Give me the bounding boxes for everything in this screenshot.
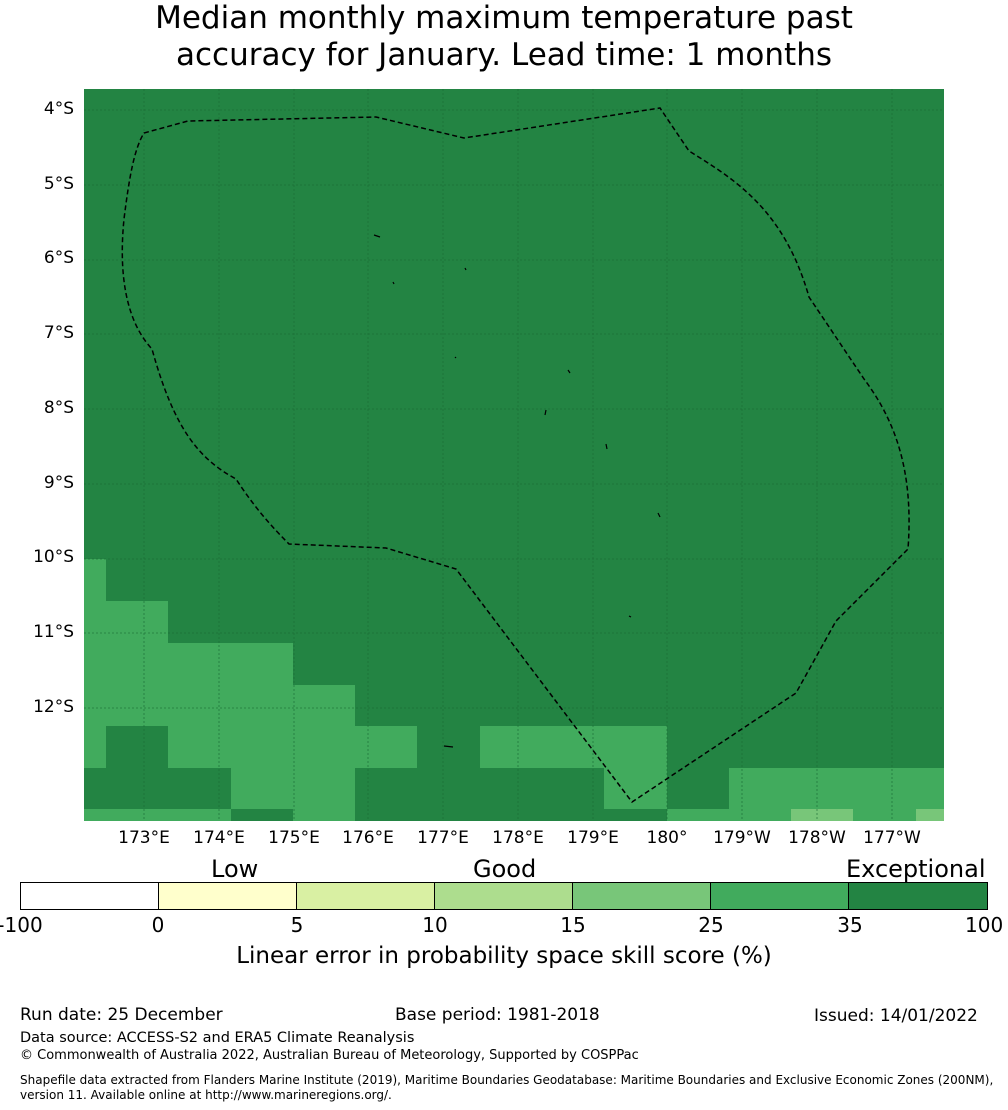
colorbar-tick: 5 — [290, 913, 304, 937]
lat-label: 7°S — [43, 323, 74, 343]
lat-label: 10°S — [33, 547, 74, 567]
copyright: © Commonwealth of Australia 2022, Austra… — [20, 1048, 639, 1063]
lon-label: 173°E — [118, 828, 170, 848]
shapefile-credit-line-2: version 11. Available online at http://w… — [20, 1088, 392, 1102]
colorbar-segment — [435, 883, 573, 909]
base-period: Base period: 1981-2018 — [395, 1005, 600, 1025]
lon-label: 176°E — [342, 828, 394, 848]
lat-label: 9°S — [43, 473, 74, 493]
colorbar-segment — [21, 883, 159, 909]
lon-label: 175°E — [268, 828, 320, 848]
colorbar-tick: 0 — [151, 913, 165, 937]
colorbar — [20, 882, 988, 910]
colorbar-tick: 10 — [422, 913, 448, 937]
colorbar-tick: -100 — [0, 913, 43, 937]
colorbar-label: Linear error in probability space skill … — [236, 943, 772, 969]
lon-label: 180° — [646, 828, 688, 848]
colorbar-tick: 15 — [560, 913, 586, 937]
lat-label: 6°S — [43, 248, 74, 268]
shapefile-credit-line-1: Shapefile data extracted from Flanders M… — [20, 1073, 994, 1087]
legend-category-good: Good — [473, 855, 537, 883]
data-source: Data source: ACCESS-S2 and ERA5 Climate … — [20, 1030, 415, 1046]
lon-label: 174°E — [193, 828, 245, 848]
colorbar-segment — [158, 883, 298, 909]
colorbar-segment — [572, 883, 711, 909]
colorbar-segment — [710, 883, 850, 909]
lat-label: 12°S — [33, 697, 74, 717]
skill-cells-light — [791, 809, 944, 821]
lon-label: 177°E — [417, 828, 469, 848]
chart-title-line-1: Median monthly maximum temperature past — [155, 0, 853, 36]
lon-label: 179°W — [713, 828, 771, 848]
colorbar-tick: 35 — [837, 913, 863, 937]
legend-category-low: Low — [211, 855, 259, 883]
map-gridlines — [84, 89, 944, 821]
island-markers — [373, 234, 661, 748]
skill-cells-dark — [84, 726, 729, 821]
lat-label: 5°S — [43, 174, 74, 194]
lat-label: 8°S — [43, 398, 74, 418]
chart-title-line-2: accuracy for January. Lead time: 1 month… — [175, 37, 832, 73]
lon-label: 177°W — [863, 828, 921, 848]
lat-label: 4°S — [43, 99, 74, 119]
lon-label: 178°E — [492, 828, 544, 848]
issued-date: Issued: 14/01/2022 — [814, 1006, 978, 1026]
colorbar-tick: 25 — [698, 913, 724, 937]
colorbar-segment — [297, 883, 436, 909]
run-date: Run date: 25 December — [20, 1005, 223, 1025]
lat-label: 11°S — [33, 622, 74, 642]
colorbar-tick: 100 — [965, 913, 1004, 937]
legend-category-exceptional: Exceptional — [846, 855, 986, 883]
colorbar-segment — [849, 883, 988, 909]
skill-score-map — [84, 89, 944, 821]
lon-label: 179°E — [567, 828, 619, 848]
lon-label: 178°W — [788, 828, 846, 848]
